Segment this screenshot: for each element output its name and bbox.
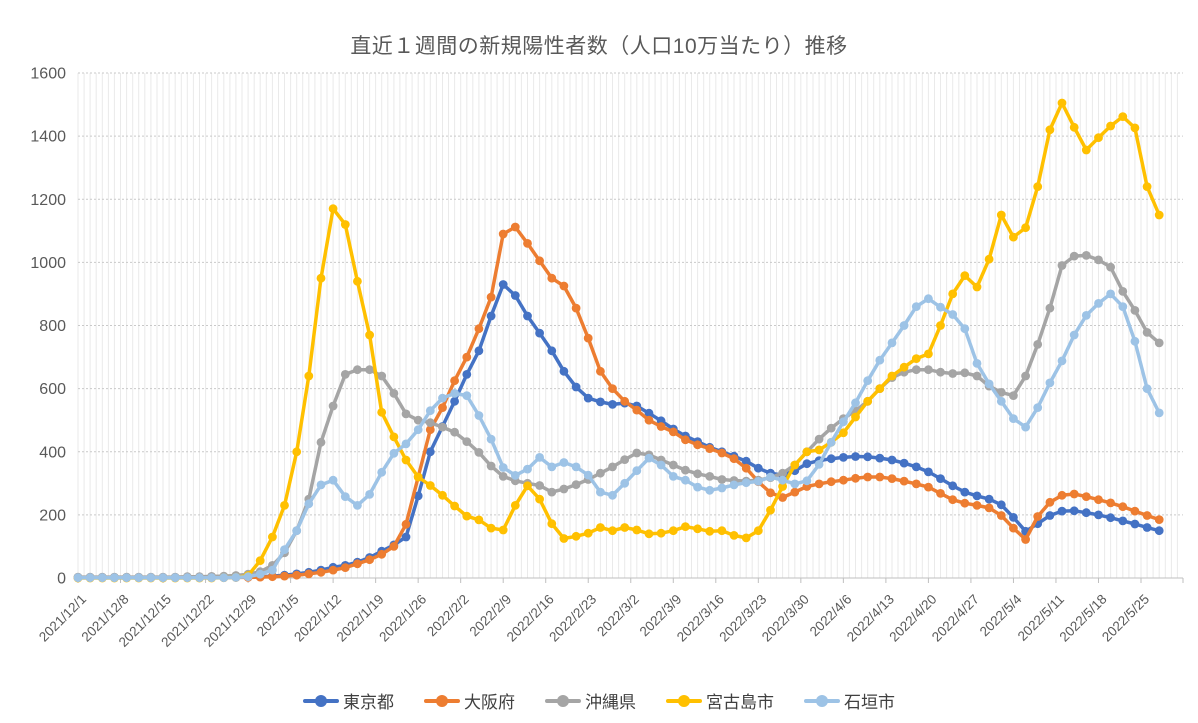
- legend-marker-icon: [545, 694, 581, 707]
- legend-item-2: 沖縄県: [545, 688, 636, 713]
- svg-text:2022/2/2: 2022/2/2: [424, 592, 472, 640]
- legend-label: 石垣市: [844, 693, 895, 712]
- legend-label: 沖縄県: [585, 693, 636, 712]
- svg-text:1400: 1400: [30, 129, 66, 146]
- chart-legend: 東京都 大阪府 沖縄県 宮古島市 石垣市: [0, 688, 1198, 713]
- legend-item-4: 石垣市: [804, 688, 895, 713]
- chart-title: 直近１週間の新規陽性者数（人口10万当たり）推移: [350, 35, 848, 58]
- major-horizontal-gridlines: [78, 72, 1183, 516]
- svg-text:1000: 1000: [30, 255, 66, 272]
- svg-text:1200: 1200: [30, 192, 66, 209]
- legend-item-3: 宮古島市: [666, 688, 774, 713]
- svg-text:0: 0: [57, 571, 66, 588]
- legend-item-1: 大阪府: [424, 688, 515, 713]
- svg-text:2022/1/26: 2022/1/26: [376, 592, 429, 645]
- legend-label: 東京都: [343, 693, 394, 712]
- svg-text:2022/2/23: 2022/2/23: [546, 592, 599, 645]
- series-4-line: [73, 289, 1164, 583]
- legend-label: 宮古島市: [706, 693, 774, 712]
- svg-text:2022/5/25: 2022/5/25: [1099, 592, 1152, 645]
- legend-label: 大阪府: [464, 693, 515, 712]
- svg-text:800: 800: [39, 318, 66, 335]
- svg-text:1600: 1600: [30, 66, 66, 83]
- legend-marker-icon: [303, 694, 339, 707]
- legend-marker-icon: [424, 694, 460, 707]
- svg-text:2022/3/2: 2022/3/2: [594, 592, 642, 640]
- svg-text:400: 400: [39, 444, 66, 461]
- svg-text:2022/3/30: 2022/3/30: [759, 592, 812, 645]
- legend-marker-icon: [666, 694, 702, 707]
- x-axis-labels: 2021/12/12021/12/82021/12/152021/12/2220…: [36, 591, 1152, 650]
- svg-text:200: 200: [39, 507, 66, 524]
- legend-item-0: 東京都: [303, 688, 394, 713]
- svg-text:2022/4/27: 2022/4/27: [929, 592, 982, 645]
- svg-text:600: 600: [39, 381, 66, 398]
- y-axis-labels: 0 200 400 600 800 1000 1200 1400 1600: [30, 66, 66, 588]
- legend-marker-icon: [804, 694, 840, 707]
